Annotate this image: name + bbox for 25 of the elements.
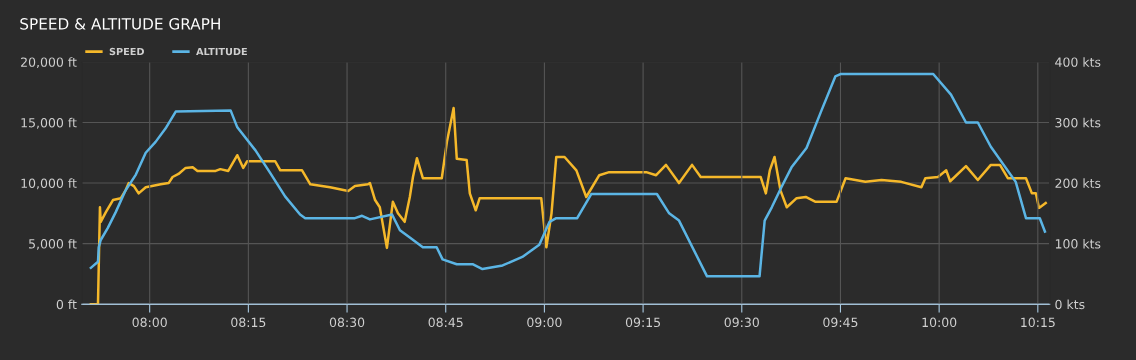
x-tick-label: 09:45: [823, 317, 858, 328]
y-tick-label: 5,000 ft: [29, 238, 77, 250]
legend-label: ALTITUDE: [196, 47, 247, 56]
y2-tick-label: 400 kts: [1055, 57, 1101, 67]
x-tick-label: 09:15: [625, 317, 661, 328]
y2-tick-label: 300 kts: [1055, 117, 1101, 128]
legend-label: SPEED: [109, 47, 144, 56]
x-tick-label: 08:30: [329, 317, 365, 328]
y2-tick-label: 200 kts: [1055, 178, 1101, 188]
line-series: [89, 72, 1047, 278]
x-tick-label: 09:00: [527, 317, 562, 328]
y-tick-label: 20,000 ft: [21, 57, 77, 69]
y-tick-label: 15,000 ft: [21, 117, 77, 129]
y2-tick-label: 0 kts: [1055, 299, 1085, 310]
chart-title: SPEED & ALTITUDE GRAPH: [20, 18, 220, 30]
x-tick-label: 08:45: [428, 317, 463, 328]
y2-tick-label: 100 kts: [1055, 238, 1101, 249]
x-tick-label: 08:15: [231, 317, 266, 328]
x-tick-label: 10:00: [922, 317, 957, 328]
x-tick-label: 10:15: [1021, 317, 1055, 328]
x-tick-label: 09:30: [724, 317, 759, 328]
x-tick-label: 08:00: [132, 317, 167, 328]
y-tick-label: 0 ft: [56, 299, 77, 310]
line-series: [89, 106, 1047, 305]
y-tick-label: 10,000 ft: [21, 178, 77, 190]
